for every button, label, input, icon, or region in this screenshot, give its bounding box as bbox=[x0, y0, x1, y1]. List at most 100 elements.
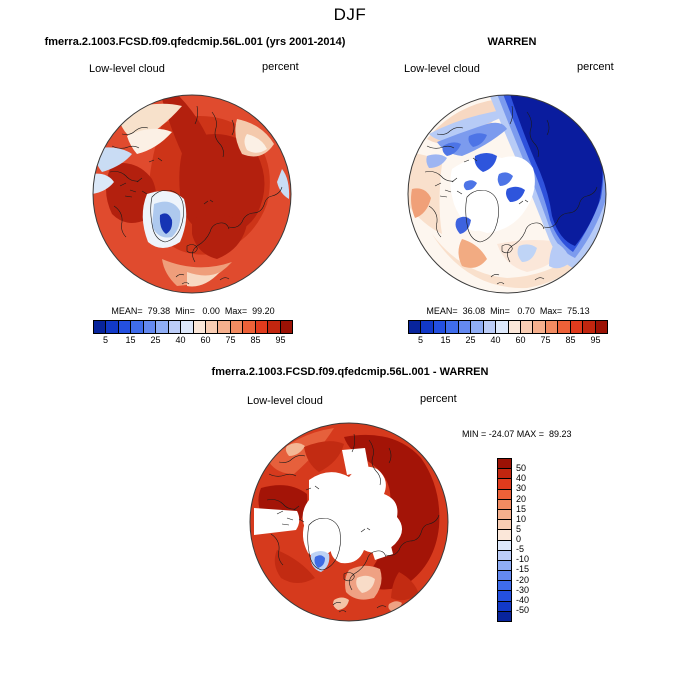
colorbar-segment bbox=[106, 321, 119, 333]
colorbar-segment bbox=[570, 321, 584, 333]
colorbar-tick-label: 60 bbox=[515, 335, 526, 345]
colorbar-tick-label: -20 bbox=[516, 574, 530, 585]
colorbar-tick-label: 0 bbox=[516, 534, 522, 544]
colorbar-segment bbox=[498, 591, 511, 602]
model-field-label: Low-level cloud bbox=[89, 63, 165, 75]
diff-units-label: percent bbox=[420, 393, 457, 405]
diff-colorbar: 50 40 30 20 15 10 5 0 -5 -10 -15 -20 -30 -40 -50 bbox=[497, 458, 557, 622]
colorbar-segment bbox=[498, 560, 511, 572]
colorbar-tick-label: 20 bbox=[516, 493, 527, 504]
colorbar-bar bbox=[497, 458, 512, 622]
colorbar-segment bbox=[558, 321, 571, 333]
colorbar-tick-label: -10 bbox=[516, 554, 530, 565]
colorbar-segment bbox=[193, 321, 206, 333]
colorbar-tick-label: -15 bbox=[516, 564, 530, 575]
colorbar-tick-label: 30 bbox=[516, 483, 527, 494]
model-units-label: percent bbox=[262, 61, 299, 73]
obs-field-label: Low-level cloud bbox=[404, 63, 480, 75]
colorbar-segment bbox=[498, 520, 511, 531]
colorbar-tick-label: -30 bbox=[516, 584, 530, 595]
colorbar-segment bbox=[268, 321, 281, 333]
colorbar-segment bbox=[118, 321, 132, 333]
obs-units-label: percent bbox=[577, 61, 614, 73]
colorbar-segment bbox=[583, 321, 596, 333]
colorbar-segment bbox=[498, 530, 511, 541]
colorbar-tick-label: 40 bbox=[175, 335, 186, 345]
obs-stats: MEAN= 36.08 Min= 0.70 Max= 75.13 bbox=[426, 306, 590, 316]
colorbar-segment bbox=[498, 469, 511, 480]
colorbar-segment bbox=[446, 321, 459, 333]
colorbar-tick-label: 85 bbox=[250, 335, 261, 345]
model-panel-title: fmerra.2.1003.FCSD.f09.qfedcmip.56L.001 … bbox=[44, 36, 346, 48]
obs-map-outline bbox=[407, 94, 607, 294]
colorbar-segment bbox=[498, 540, 511, 551]
colorbar-segment bbox=[498, 611, 511, 621]
colorbar-tick-label: 95 bbox=[590, 335, 601, 345]
colorbar-segment bbox=[595, 321, 607, 333]
colorbar-segment bbox=[498, 581, 511, 592]
obs-map bbox=[407, 94, 607, 294]
colorbar-tick-label: 25 bbox=[150, 335, 161, 345]
colorbar-segment bbox=[498, 459, 511, 470]
model-map bbox=[92, 94, 292, 294]
colorbar-segment bbox=[498, 489, 511, 500]
page-title: DJF bbox=[333, 5, 367, 24]
colorbar-segment bbox=[205, 321, 219, 333]
colorbar-tick-label: 15 bbox=[125, 335, 136, 345]
model-map-svg bbox=[92, 94, 292, 294]
diff-map bbox=[249, 422, 449, 622]
colorbar-tick-label: 10 bbox=[516, 513, 527, 524]
colorbar-tick-label: 5 bbox=[417, 335, 424, 345]
colorbar-segment bbox=[181, 321, 194, 333]
colorbar-segment bbox=[94, 321, 107, 333]
colorbar-tick-label: -50 bbox=[516, 604, 530, 615]
obs-panel-title: WARREN bbox=[487, 36, 537, 48]
colorbar-tick-label: 5 bbox=[102, 335, 109, 345]
colorbar-segment bbox=[409, 321, 422, 333]
colorbar-segment bbox=[471, 321, 484, 333]
colorbar-segment bbox=[156, 321, 169, 333]
colorbar-tick-label: 15 bbox=[516, 503, 527, 514]
model-colorbar: 5 15 25 40 60 75 85 95 bbox=[93, 320, 293, 350]
colorbar-segment bbox=[255, 321, 269, 333]
colorbar-segment bbox=[508, 321, 521, 333]
colorbar-segment bbox=[243, 321, 256, 333]
colorbar-segment bbox=[498, 499, 511, 510]
colorbar-segment bbox=[498, 479, 511, 490]
colorbar-segment bbox=[421, 321, 434, 333]
colorbar-tick-label: -5 bbox=[516, 544, 525, 555]
colorbar-segment bbox=[520, 321, 534, 333]
colorbar-segment bbox=[498, 571, 511, 582]
colorbar-segment bbox=[218, 321, 231, 333]
model-map-outline bbox=[92, 94, 292, 294]
colorbar-tick-label: 15 bbox=[440, 335, 451, 345]
colorbar-bar bbox=[408, 320, 608, 334]
colorbar-segment bbox=[230, 321, 244, 333]
colorbar-segment bbox=[498, 601, 511, 612]
colorbar-segment bbox=[496, 321, 509, 333]
diff-field-label: Low-level cloud bbox=[247, 395, 323, 407]
colorbar-bar bbox=[93, 320, 293, 334]
colorbar-segment bbox=[168, 321, 182, 333]
colorbar-segment bbox=[131, 321, 144, 333]
colorbar-tick-label: 5 bbox=[516, 523, 522, 534]
colorbar-tick-label: 75 bbox=[225, 335, 236, 345]
obs-colorbar: 5 15 25 40 60 75 85 95 bbox=[408, 320, 608, 350]
colorbar-segment bbox=[545, 321, 559, 333]
colorbar-segment bbox=[533, 321, 546, 333]
colorbar-tick-label: 75 bbox=[540, 335, 551, 345]
colorbar-tick-label: 40 bbox=[516, 473, 527, 484]
colorbar-tick-label: 60 bbox=[200, 335, 211, 345]
colorbar-tick-label: 25 bbox=[465, 335, 476, 345]
diff-panel-title: fmerra.2.1003.FCSD.f09.qfedcmip.56L.001 … bbox=[211, 366, 489, 378]
colorbar-segment bbox=[483, 321, 497, 333]
obs-map-svg bbox=[407, 94, 607, 294]
colorbar-tick-label: 40 bbox=[490, 335, 501, 345]
colorbar-segment bbox=[433, 321, 447, 333]
colorbar-segment bbox=[498, 550, 511, 561]
diff-stats: MIN = -24.07 MAX = 89.23 bbox=[462, 429, 572, 439]
colorbar-tick-label: 50 bbox=[516, 463, 527, 474]
colorbar-tick-label: 95 bbox=[275, 335, 286, 345]
colorbar-segment bbox=[498, 509, 511, 521]
model-stats: MEAN= 79.38 Min= 0.00 Max= 99.20 bbox=[111, 306, 275, 316]
